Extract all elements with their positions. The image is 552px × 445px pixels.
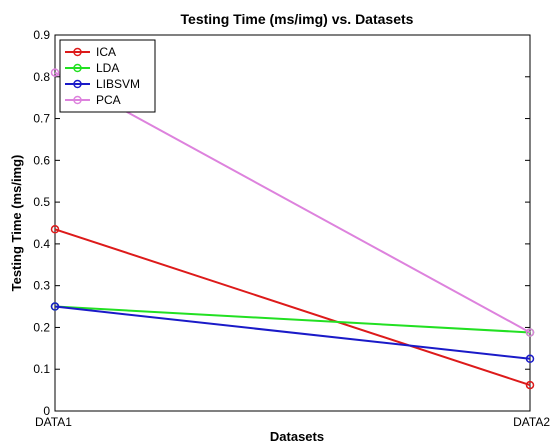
y-tick-label: 0.6 (33, 153, 50, 167)
x-tick-label: DATA1 (35, 415, 72, 429)
legend-label: LIBSVM (96, 77, 140, 91)
x-axis-label: Datasets (270, 429, 324, 444)
series-layer (50, 68, 535, 390)
series-libsvm (50, 302, 535, 364)
legend-label: ICA (96, 45, 116, 59)
series-pca (50, 68, 535, 337)
data-point (525, 380, 535, 390)
data-point (525, 328, 535, 337)
series-line (54, 305, 531, 334)
y-tick-label: 0.8 (33, 70, 50, 84)
y-tick-label: 0.2 (33, 320, 50, 334)
series-ica (50, 225, 535, 390)
y-tick-label: 0.3 (33, 279, 50, 293)
data-point (525, 354, 535, 364)
chart-title: Testing Time (ms/img) vs. Datasets (181, 11, 414, 27)
legend-item: ICA (65, 45, 116, 59)
legend-item: PCA (65, 93, 121, 107)
y-tick-label: 0.4 (33, 237, 50, 251)
legend: ICA LDA LIBSVM PCA (59, 39, 156, 113)
legend-swatch-marker (73, 79, 82, 89)
y-axis-label: Testing Time (ms/img) (9, 155, 24, 292)
legend-item: LIBSVM (65, 77, 140, 91)
y-tick-label: 0.1 (33, 362, 50, 376)
series-line (54, 228, 531, 387)
data-point (50, 302, 60, 311)
series-line (54, 71, 531, 334)
axis-ticks: 0 0.1 0.2 0.3 0.4 0.5 0.6 0.7 0.8 0.9 DATA1 DATA2 (33, 28, 550, 429)
legend-label: PCA (96, 93, 121, 107)
legend-swatch-marker (73, 95, 82, 105)
y-tick-label: 0 (43, 404, 50, 418)
legend-label: LDA (96, 61, 119, 75)
x-tick-label: DATA2 (513, 415, 550, 429)
data-point (50, 225, 60, 234)
legend-swatch-marker (73, 63, 82, 73)
y-tick-label: 0.9 (33, 28, 50, 42)
legend-item: LDA (65, 61, 119, 75)
series-line (54, 305, 531, 360)
legend-swatch-marker (73, 47, 82, 57)
y-tick-label: 0.5 (33, 195, 50, 209)
data-point (50, 68, 60, 77)
y-tick-label: 0.7 (33, 112, 50, 126)
